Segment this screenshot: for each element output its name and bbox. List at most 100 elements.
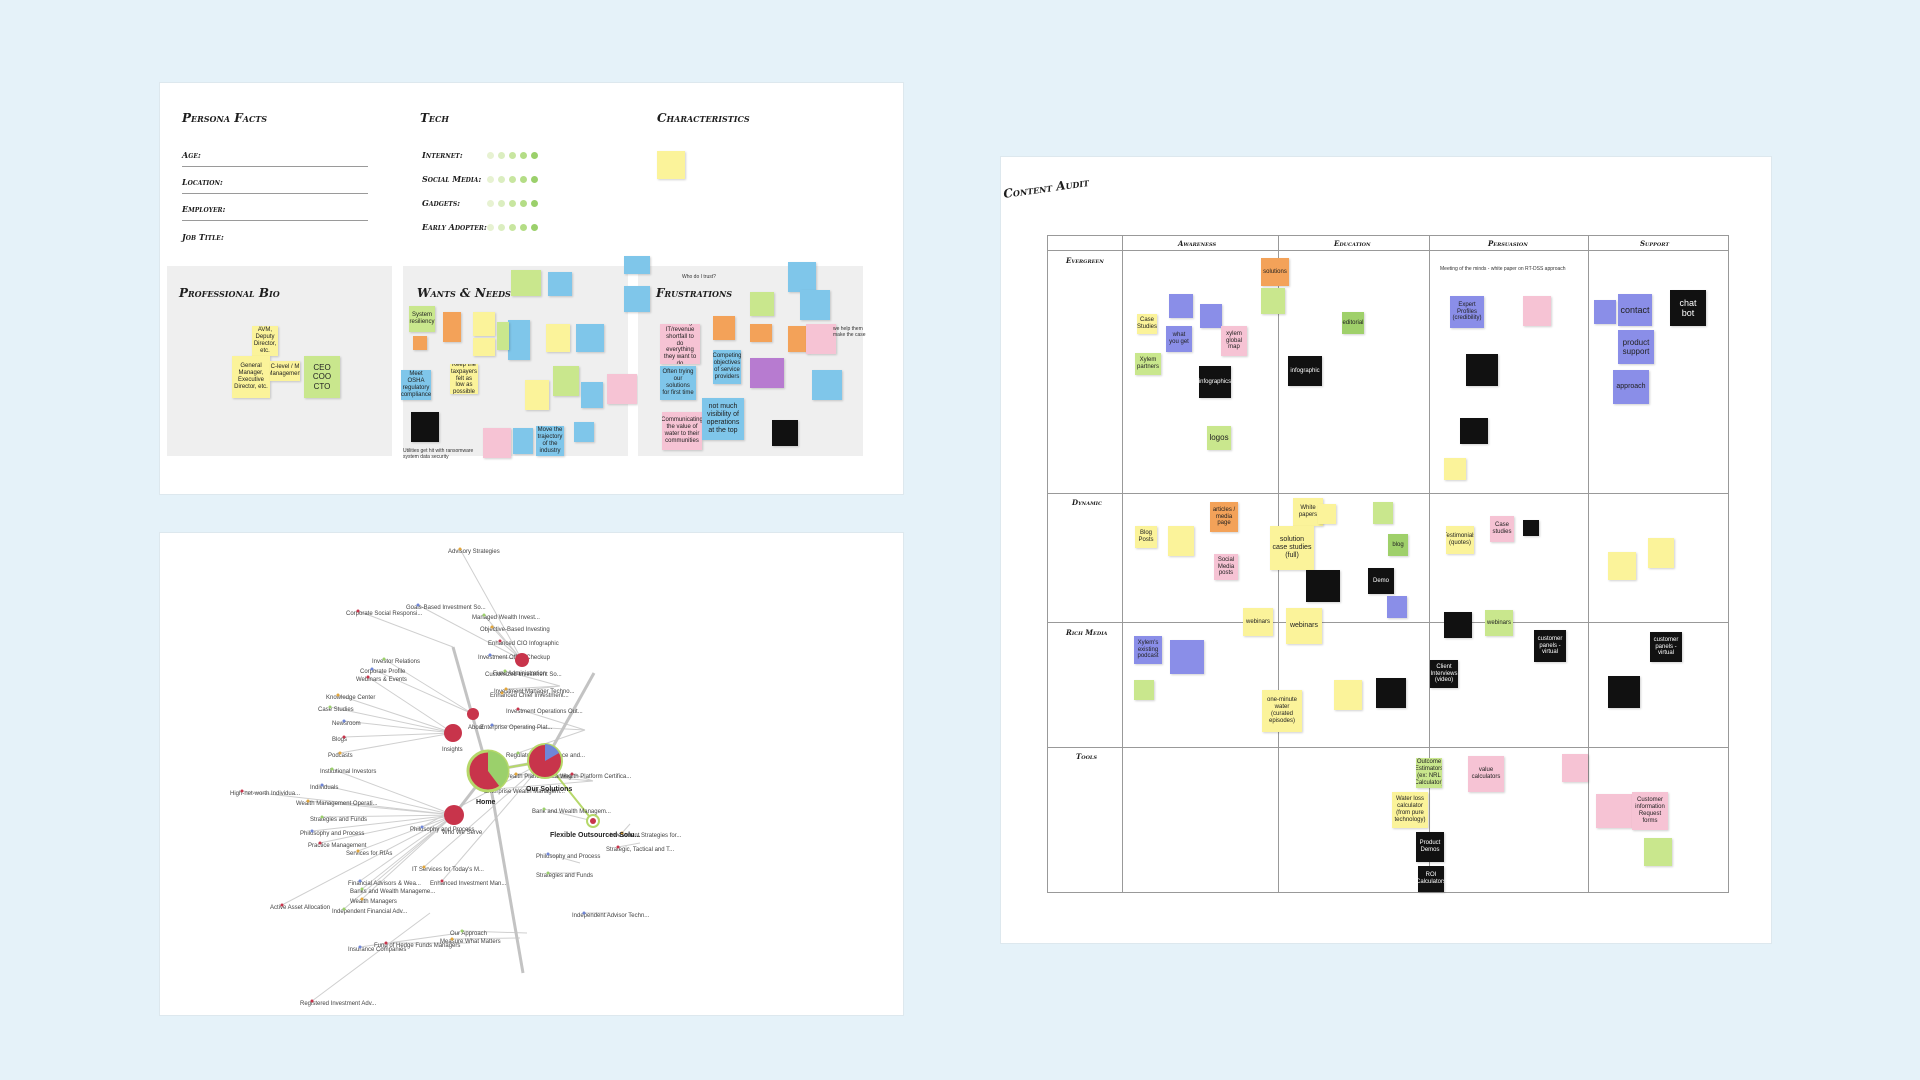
sticky-note[interactable]: Often trying our solutions for first tim… [660,366,696,400]
sticky-note[interactable] [624,256,650,274]
sitemap-node[interactable] [440,879,444,883]
sticky-note[interactable] [1648,538,1674,568]
sitemap-node[interactable] [498,639,502,643]
sticky-note[interactable]: Water loss calculator (from pure technol… [1392,792,1428,828]
sitemap-node[interactable] [490,625,494,629]
sitemap-node[interactable] [360,897,364,901]
sitemap-node[interactable] [342,719,346,723]
sticky-note[interactable] [513,428,533,454]
sitemap-node[interactable] [420,825,424,829]
sticky-note[interactable]: Blog Posts [1135,526,1157,548]
sticky-note[interactable] [788,326,810,352]
content-audit-board[interactable]: Content Audit Awareness Education Persua… [1001,157,1771,943]
sticky-note[interactable]: not much visibility of operations at the… [702,398,744,440]
sitemap-node[interactable] [356,849,360,853]
sticky-note[interactable]: value calculators [1468,756,1504,792]
sticky-note[interactable] [1460,418,1488,444]
sitemap-node[interactable] [422,865,426,869]
sitemap-node[interactable] [546,871,550,875]
sticky-note[interactable]: product support [1618,330,1654,364]
sticky-note[interactable] [624,286,650,312]
sitemap-node[interactable] [450,937,454,941]
sitemap-node[interactable] [570,772,574,776]
sticky-note[interactable] [1169,294,1193,318]
sitemap-node[interactable] [542,807,546,811]
sticky-note[interactable]: Communicating the value of water to thei… [662,412,702,450]
sitemap-node[interactable] [240,789,244,793]
sticky-note[interactable] [1444,458,1466,480]
sitemap-node[interactable] [500,691,504,695]
sticky-note[interactable]: Meet OSHA regulatory compliance [401,370,431,400]
sticky-note[interactable] [473,312,495,336]
sitemap-node[interactable] [342,735,346,739]
sitemap-node[interactable] [503,669,507,673]
sticky-note[interactable]: Xylem's existing podcast [1134,636,1162,664]
sticky-note[interactable] [1334,680,1362,710]
sticky-note[interactable] [1608,676,1640,708]
sitemap-node[interactable] [310,999,314,1003]
sitemap-board[interactable]: Advisory Strategies Corporate Social Resp… [160,533,903,1015]
sticky-note[interactable]: CEO COO CTO [304,356,340,398]
sticky-note[interactable]: Case Studies [1137,314,1157,334]
sticky-note[interactable] [473,338,495,356]
sticky-note[interactable]: webinars [1286,608,1322,644]
sticky-note[interactable]: chat bot [1670,290,1706,326]
sticky-note[interactable]: infographics [1199,366,1231,398]
sitemap-node[interactable] [338,751,342,755]
sticky-note[interactable] [750,292,774,316]
sticky-note[interactable] [772,420,798,446]
sitemap-node[interactable] [488,653,492,657]
sticky-note[interactable] [1644,838,1672,866]
sitemap-node[interactable] [328,705,332,709]
sitemap-node[interactable] [320,815,324,819]
sticky-note[interactable]: Demo [1368,568,1394,594]
sticky-note[interactable]: Not enough IT/revenue shortfall to do ev… [660,324,700,364]
sitemap-graph[interactable]: Advisory Strategies Corporate Social Resp… [160,533,903,1015]
sitemap-node[interactable] [336,693,340,697]
sticky-note[interactable] [1261,288,1285,314]
sitemap-node[interactable] [330,767,334,771]
sticky-note[interactable]: one-minute water (curated episodes) [1262,690,1302,732]
wants-needs-panel[interactable]: Wants & Needs System resiliency Meet OSH… [401,266,637,460]
sticky-note[interactable] [525,380,549,410]
sitemap-node[interactable] [358,879,362,883]
sticky-note[interactable]: contact [1618,294,1652,326]
sticky-note[interactable]: what you get [1166,326,1192,352]
sticky-note[interactable]: webinars [1243,608,1273,636]
sticky-note[interactable] [1170,640,1204,674]
sitemap-node[interactable] [384,941,388,945]
sticky-note[interactable]: Xylem partners [1135,353,1161,375]
sitemap-node[interactable] [360,887,364,891]
sticky-note[interactable]: Case studies [1490,516,1514,542]
sitemap-node[interactable] [460,929,464,933]
sticky-note[interactable]: customer panels - virtual [1650,632,1682,662]
sticky-note[interactable] [788,262,816,292]
sticky-note[interactable] [1444,612,1472,638]
customized-node[interactable] [515,653,529,667]
sticky-note[interactable]: Move the trajectory of the industry [536,426,564,456]
sticky-note[interactable] [657,151,685,179]
sitemap-node[interactable] [342,907,346,911]
sticky-note[interactable]: logos [1207,426,1231,450]
sticky-note[interactable]: ROI Calculators [1418,866,1444,892]
sticky-note[interactable] [1594,300,1616,324]
frustrations-panel[interactable]: Frustrations Who do I trust? Not enough … [624,256,866,456]
sticky-note[interactable] [497,322,509,350]
sitemap-node[interactable] [358,945,362,949]
sticky-note[interactable]: AVM, Deputy Director, etc. [252,326,278,356]
sticky-note[interactable] [508,320,530,360]
sticky-note[interactable] [553,366,579,396]
sitemap-node[interactable] [490,723,494,727]
sticky-note[interactable]: Outcome Estimators (ex: NRL Calculator) [1416,758,1442,788]
sitemap-node[interactable] [382,657,386,661]
sticky-note[interactable]: C-level / M Management [270,361,300,381]
sitemap-node[interactable] [482,613,486,617]
sticky-note[interactable] [800,290,830,320]
about-node[interactable] [467,708,479,720]
sitemap-node[interactable] [546,852,550,856]
sticky-note[interactable]: articles / media page [1210,502,1238,532]
sticky-note[interactable] [1466,354,1498,386]
sitemap-node[interactable] [366,675,370,679]
sticky-note[interactable]: solutions [1261,258,1289,286]
sitemap-node[interactable] [416,603,420,607]
